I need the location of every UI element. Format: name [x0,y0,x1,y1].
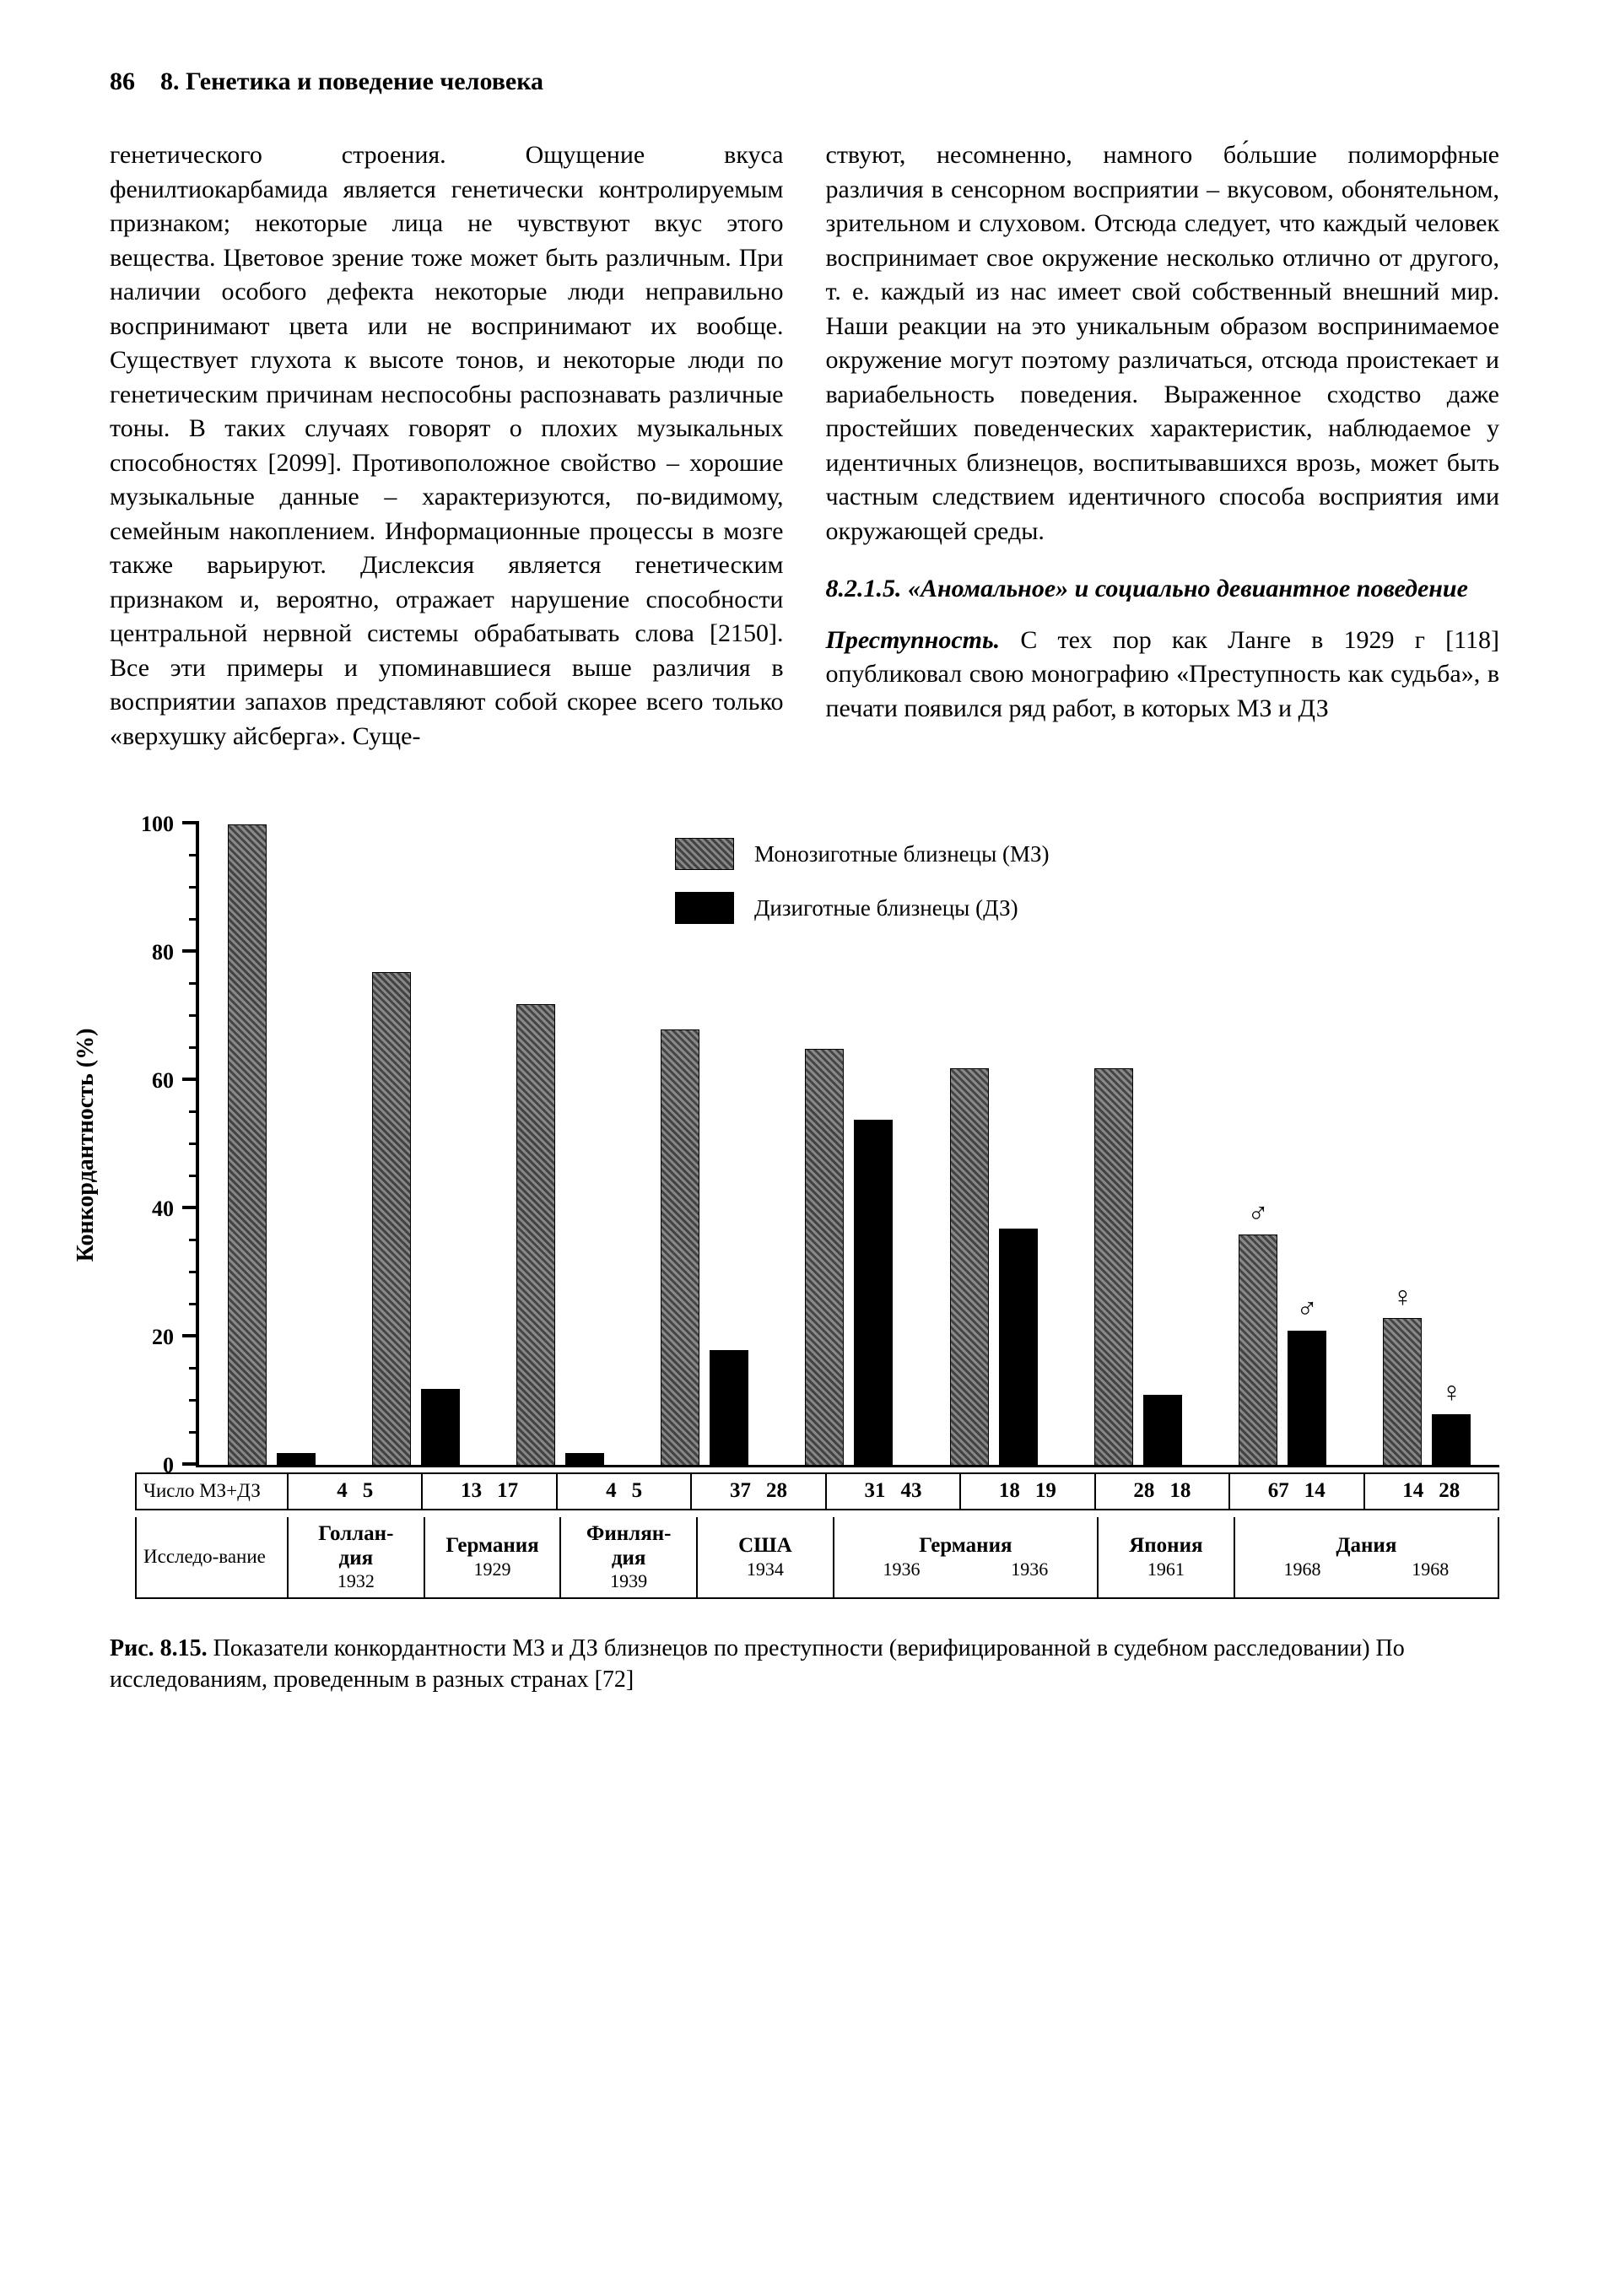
bar-dz: ♂ [1288,1331,1326,1466]
legend-item-mz: Монозиготные близнецы (МЗ) [675,838,1050,870]
bar-mz: ♂ [1239,1234,1277,1466]
bar-mz [228,824,267,1466]
count-cell: 45 [558,1474,692,1509]
bar-dz: ♀ [1432,1414,1471,1466]
y-tick-label: 20 [152,1325,182,1350]
y-tick [182,949,199,953]
study-cell: Голлан-дия1932 [289,1517,425,1597]
body-text: генетического строения. Ощущение вкуса ф… [110,138,784,754]
bar-group [488,824,632,1466]
bar-group: ♀♀ [1355,824,1499,1466]
y-minor-tick [189,854,199,856]
y-tick-label: 80 [152,940,182,965]
y-minor-tick [189,982,199,985]
legend-swatch-mz [675,838,734,870]
y-tick [182,1078,199,1081]
legend-swatch-dz [675,892,734,924]
run-in-heading: Преступность. [826,626,1001,654]
gender-symbol: ♀ [1392,1282,1414,1314]
study-cell: Дания19681968 [1235,1517,1499,1597]
bar-group [199,824,343,1466]
count-cell: 2818 [1096,1474,1230,1509]
figure-caption: Рис. 8.15. Показатели конкордантности МЗ… [110,1633,1499,1697]
study-cell: Германия19361936 [834,1517,1099,1597]
x-table-counts: Число МЗ+ДЗ 4513174537283143181928186714… [135,1472,1499,1510]
left-column: генетического строения. Ощущение вкуса ф… [110,138,784,774]
y-axis-label: Конкордантность (%) [73,1029,100,1262]
x-table-studies: Исследо-вание Голлан-дия1932Германия1929… [135,1517,1499,1599]
body-text: Преступность. С тех пор как Ланге в 1929… [826,624,1500,727]
legend-label-mz: Монозиготные близнецы (МЗ) [754,841,1050,867]
study-cell: Япония1961 [1099,1517,1235,1597]
y-tick [182,1334,199,1337]
y-minor-tick [189,1110,199,1113]
chapter-title: 8. Генетика и поведение человека [160,68,543,95]
bar-dz [565,1453,604,1466]
x-row2-label: Исследо-вание [137,1517,289,1597]
y-tick-label: 40 [152,1197,182,1222]
y-minor-tick [189,1271,199,1273]
y-minor-tick [189,1014,199,1017]
bar-mz [950,1068,989,1466]
right-column: ствуют, несомненно, намного бо́льшие пол… [826,138,1500,774]
gender-symbol: ♂ [1296,1294,1318,1326]
bar-dz [1143,1395,1182,1466]
text-columns: генетического строения. Ощущение вкуса ф… [110,138,1499,774]
bar-dz [854,1120,893,1466]
y-minor-tick [189,1046,199,1049]
bar-mz [661,1029,699,1466]
bar-dz [421,1389,460,1466]
bar-group [1066,824,1210,1466]
running-head: 86 8. Генетика и поведение человека [110,68,1499,96]
y-tick [182,821,199,824]
body-text: ствуют, несомненно, намного бо́льшие пол… [826,138,1500,548]
caption-text: Показатели конкордантности МЗ и ДЗ близн… [110,1635,1405,1694]
count-cell: 45 [289,1474,423,1509]
bar-mz [372,972,411,1466]
section-heading: 8.2.1.5. «Аномальное» и социально девиан… [826,572,1500,607]
y-minor-tick [189,1239,199,1241]
y-minor-tick [189,886,199,889]
bar-group [343,824,488,1466]
legend-item-dz: Дизиготные близнецы (ДЗ) [675,892,1050,924]
gender-symbol: ♀ [1441,1377,1463,1409]
bar-group: ♂♂ [1211,824,1355,1466]
y-tick [182,1206,199,1209]
count-cell: 1317 [423,1474,557,1509]
y-minor-tick [189,1399,199,1402]
y-tick-label: 100 [141,812,182,837]
x-row1-label: Число МЗ+ДЗ [137,1474,289,1509]
chart-legend: Монозиготные близнецы (МЗ) Дизиготные бл… [675,838,1050,946]
y-tick-label: 0 [163,1453,182,1478]
legend-label-dz: Дизиготные близнецы (ДЗ) [754,895,1018,921]
y-minor-tick [189,1303,199,1305]
y-minor-tick [189,1143,199,1145]
count-cell: 1428 [1365,1474,1499,1509]
count-cell: 3728 [692,1474,826,1509]
bar-mz [805,1049,844,1466]
caption-label: Рис. 8.15. [110,1635,208,1661]
count-cell: 6714 [1230,1474,1364,1509]
y-tick [182,1462,199,1466]
study-cell: Германия1929 [425,1517,562,1597]
y-minor-tick [189,1367,199,1369]
bar-mz: ♀ [1383,1318,1422,1466]
y-minor-tick [189,918,199,921]
bar-dz [710,1350,748,1466]
study-cell: США1934 [698,1517,834,1597]
gender-symbol: ♂ [1247,1198,1269,1230]
count-cell: 3143 [827,1474,961,1509]
bar-dz [277,1453,316,1466]
y-tick-label: 60 [152,1068,182,1094]
count-cell: 1819 [961,1474,1095,1509]
y-minor-tick [189,1431,199,1434]
bar-mz [1094,1068,1133,1466]
bar-mz [516,1004,555,1466]
study-cell: Финлян-дия1939 [561,1517,698,1597]
chart-plot-area: Конкордантность (%) 020406080100 ♂♂♀♀ Мо… [135,824,1499,1466]
bar-dz [999,1229,1038,1466]
page-number: 86 [110,68,135,95]
y-minor-tick [189,1175,199,1177]
figure-8-15: Конкордантность (%) 020406080100 ♂♂♀♀ Мо… [135,824,1499,1599]
